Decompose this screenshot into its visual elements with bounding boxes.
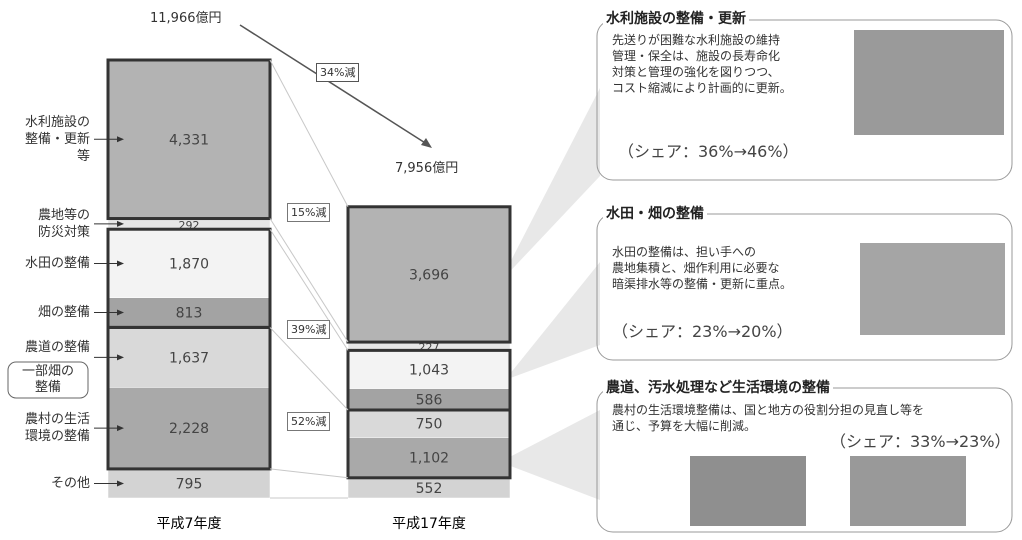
legend-arrow-head — [117, 220, 124, 227]
legend-arrow-head — [117, 136, 124, 143]
bar-segment — [107, 387, 271, 470]
total-label: 11,966億円 — [150, 11, 222, 26]
bar-segment — [347, 206, 511, 343]
connector — [269, 228, 349, 351]
bar-segment — [347, 350, 511, 389]
annotation: 34%減 — [316, 63, 360, 82]
legend-arrow-head — [117, 425, 124, 432]
legend-label: 水利施設の 整備・更新 等 — [24, 114, 90, 164]
panel-title: 水利施設の整備・更新 — [603, 8, 749, 28]
arrow-head — [421, 138, 432, 148]
annotation: 15%減 — [287, 202, 331, 222]
callout — [500, 88, 600, 282]
connector — [269, 327, 349, 411]
value-label: 1,870 — [169, 256, 209, 272]
panel-share: （シェア：33%→23%） — [830, 432, 1011, 451]
value-label: 750 — [416, 417, 443, 433]
total-label: 7,956億円 — [395, 161, 459, 176]
bar-segment — [107, 59, 271, 219]
x-tick-label: 平成17年度 — [392, 516, 466, 532]
x-tick-label: 平成7年度 — [157, 516, 222, 532]
photo — [860, 243, 1005, 335]
value-label: 2,228 — [169, 421, 209, 437]
callout — [500, 410, 600, 500]
annotation: 52%減 — [287, 412, 331, 432]
panel-text: 先送りが困難な水利施設の維持 管理・保全は、施設の長寿命化 対策と管理の強化を図… — [612, 33, 792, 95]
photo — [690, 456, 806, 526]
annotation: 39%減 — [287, 320, 331, 340]
panel-share: （シェア：36%→46%） — [618, 142, 799, 161]
legend-label: 農村の生活 環境の整備 — [24, 412, 90, 445]
value-label: 1,637 — [169, 350, 209, 366]
panel-box — [596, 19, 1013, 181]
group-box — [106, 325, 272, 471]
legend-label: その他 — [50, 475, 90, 491]
note-box — [7, 361, 89, 399]
legend-label: 水田の整備 — [24, 255, 90, 271]
connector — [269, 218, 349, 343]
panel-box — [596, 213, 1013, 361]
annotation: 一部畑の 整備 — [21, 364, 74, 395]
panel-share: （シェア：23%→20%） — [612, 322, 793, 341]
legend-label: 農地等の 防災対策 — [37, 207, 90, 240]
value-label: 1,043 — [409, 362, 449, 378]
value-label: 586 — [416, 392, 443, 408]
callout — [505, 262, 600, 380]
arrow — [239, 24, 431, 147]
photo — [854, 30, 1004, 135]
value-label: 4,331 — [169, 132, 209, 148]
group-box — [346, 205, 512, 344]
connector — [269, 59, 349, 208]
bar-segment — [107, 327, 271, 388]
value-label: 552 — [416, 481, 443, 497]
value-label: 795 — [176, 476, 203, 492]
legend-arrow-head — [117, 354, 124, 361]
connector — [269, 468, 349, 479]
panel-text: 水田の整備は、担い手への 農地集積と、畑作利用に必要な 暗渠排水等の整備・更新に… — [612, 245, 793, 291]
legend-arrow-head — [117, 480, 124, 487]
value-label: 813 — [176, 306, 203, 322]
value-label: 3,696 — [409, 267, 449, 283]
panel-title: 水田・畑の整備 — [603, 203, 707, 223]
legend-arrow-head — [117, 309, 124, 316]
panel-text: 農村の生活環境整備は、国と地方の役割分担の見直し等を 通じ、予算を大幅に削減。 — [612, 403, 925, 433]
group-box — [346, 408, 512, 480]
legend-label: 農道の整備 — [24, 339, 90, 355]
bar-segment — [107, 228, 271, 298]
legend-arrow-head — [117, 260, 124, 267]
value-label: 1,102 — [409, 451, 449, 467]
photo — [850, 456, 966, 526]
legend-label: 畑の整備 — [37, 305, 90, 321]
panel-title: 農道、汚水処理など生活環境の整備 — [603, 377, 833, 397]
